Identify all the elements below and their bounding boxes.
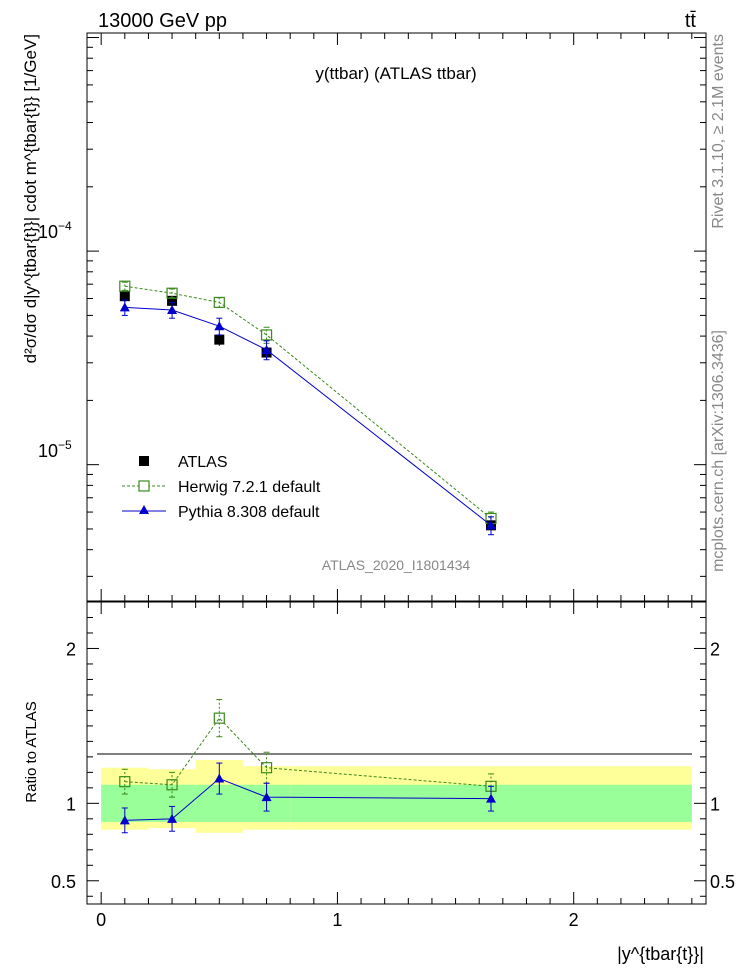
ratio-y-tick-label-right: 1 (710, 794, 720, 814)
main-point-herwig (166, 287, 178, 299)
ratio-y-tick-label: 1 (66, 794, 76, 814)
main-point-herwig (213, 296, 225, 309)
main-point-atlas (119, 291, 130, 302)
energy-label: 13000 GeV pp (98, 10, 227, 32)
ratio-y-tick-label-right: 2 (710, 639, 720, 659)
analysis-id-label: ATLAS_2020_I1801434 (322, 557, 471, 573)
y-tick-label-1e-4: 10−4 (38, 219, 72, 242)
ratio-line-herwig (124, 717, 492, 787)
ratio-y-axis-label: Ratio to ATLAS (23, 701, 40, 802)
ratio-series-group (119, 699, 497, 834)
ratio-point-pythia (486, 793, 497, 803)
mcplots-label: mcplots.cern.ch [arXiv:1306.3436] (710, 330, 727, 572)
legend-atlas-marker (139, 456, 149, 466)
ratio-point-pythia (261, 792, 272, 802)
ratio-point-herwig (213, 712, 225, 724)
ratio-point-pythia (119, 815, 130, 825)
legend-pythia-label: Pythia 8.308 default (178, 504, 320, 521)
main-point-pythia (486, 520, 497, 530)
legend-herwig-label: Herwig 7.2.1 default (178, 479, 321, 496)
ratio-point-pythia (167, 813, 178, 823)
ratio-y-tick-label: 0.5 (51, 872, 76, 892)
main-point-herwig (260, 329, 273, 341)
legend-entry-herwig: Herwig 7.2.1 default (122, 479, 321, 496)
main-panel: y(ttbar) (ATLAS ttbar) ATLAS_2020_I18014… (21, 32, 707, 602)
x-tick-label: 0 (96, 910, 106, 930)
legend-entry-pythia: Pythia 8.308 default (122, 504, 320, 521)
x-tick-label: 2 (569, 910, 579, 930)
x-axis-label: |y^{tbar{t}}| (617, 944, 704, 964)
main-point-atlas (167, 295, 178, 306)
legend: ATLAS Herwig 7.2.1 default Pythia 8.308 … (122, 454, 321, 521)
main-point-pythia (261, 344, 272, 354)
ratio-plot-frame (86, 601, 707, 905)
x-tick-label: 1 (332, 910, 342, 930)
main-point-herwig (119, 280, 131, 292)
main-series-group (119, 280, 497, 536)
main-y-axis-label: d²σ/dσ d|y^{tbar{t}}| cdot m^{tbar{t}} [… (21, 34, 40, 363)
rivet-label: Rivet 3.1.10, ≥ 2.1M events (710, 34, 727, 229)
legend-atlas-label: ATLAS (178, 454, 228, 471)
main-point-pythia (167, 304, 178, 314)
main-plot-frame (86, 32, 707, 602)
ratio-point-herwig (260, 762, 273, 774)
y-tick-label-1e-5: 10−5 (38, 438, 72, 461)
legend-herwig-marker (138, 480, 150, 492)
legend-entry-atlas: ATLAS (139, 454, 228, 471)
ratio-panel: 0.5 0.5 1 1 2 2 0 1 2 Ratio to ATLAS |y^{tbar{t}… (23, 601, 735, 964)
ratio-tick-labels: 0.5 0.5 1 1 2 2 0 1 2 (51, 639, 735, 930)
main-point-pythia (214, 321, 225, 331)
ratio-y-tick-label-right: 0.5 (710, 872, 735, 892)
ratio-y-tick-label: 2 (66, 639, 76, 659)
main-title: y(ttbar) (ATLAS ttbar) (315, 64, 476, 83)
main-y-ticks (87, 33, 706, 601)
main-y-tick-labels: 10−4 10−5 (38, 219, 72, 461)
ratio-uncertainty-bands (101, 759, 692, 833)
main-point-pythia (119, 302, 130, 312)
ratio-ticks (87, 601, 706, 904)
process-label: tt̄ (685, 10, 697, 32)
legend-pythia-marker (139, 505, 149, 514)
ratio-point-herwig (166, 779, 178, 791)
main-point-atlas (214, 334, 225, 345)
ratio-point-pythia (214, 773, 225, 783)
ratio-point-herwig (119, 776, 131, 788)
